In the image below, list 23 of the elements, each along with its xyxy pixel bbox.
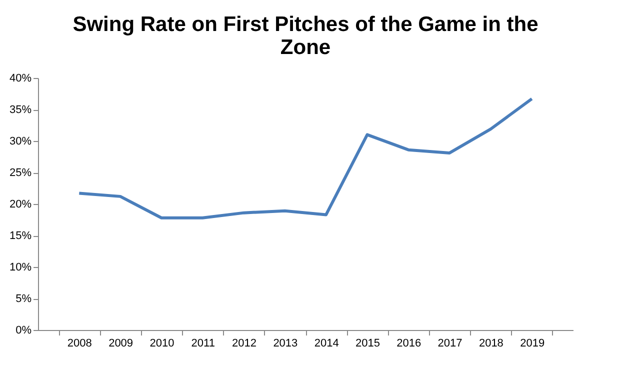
y-tick-label: 25%	[9, 167, 32, 179]
line-series	[78, 97, 534, 220]
y-tick-label: 20%	[9, 198, 32, 210]
y-tick-label: 5%	[16, 293, 32, 305]
x-tick-label: 2012	[232, 338, 257, 350]
chart-title: Swing Rate on First Pitches of the Game in the Zone	[72, 13, 538, 59]
x-tick-label: 2016	[396, 338, 422, 350]
x-tick-label: 2010	[150, 338, 174, 350]
x-tick-label: 2019	[520, 338, 545, 350]
y-tick-label: 15%	[9, 230, 32, 242]
y-tick-label: 10%	[9, 262, 32, 274]
y-tick-label: 30%	[9, 136, 32, 148]
x-tick-label: 2014	[314, 338, 339, 350]
x-tick-label: 2008	[67, 338, 92, 350]
y-tick-label: 0%	[16, 324, 32, 336]
y-tick-label: 40%	[9, 72, 32, 84]
x-tick-label: 2018	[478, 338, 504, 350]
x-tick-label: 2017	[438, 338, 462, 350]
x-tick-label: 2009	[108, 338, 134, 350]
x-tick-label: 2011	[191, 338, 215, 350]
y-tick-label: 35%	[9, 104, 32, 116]
x-tick-label: 2015	[355, 338, 380, 350]
x-tick-label: 2013	[273, 338, 298, 350]
